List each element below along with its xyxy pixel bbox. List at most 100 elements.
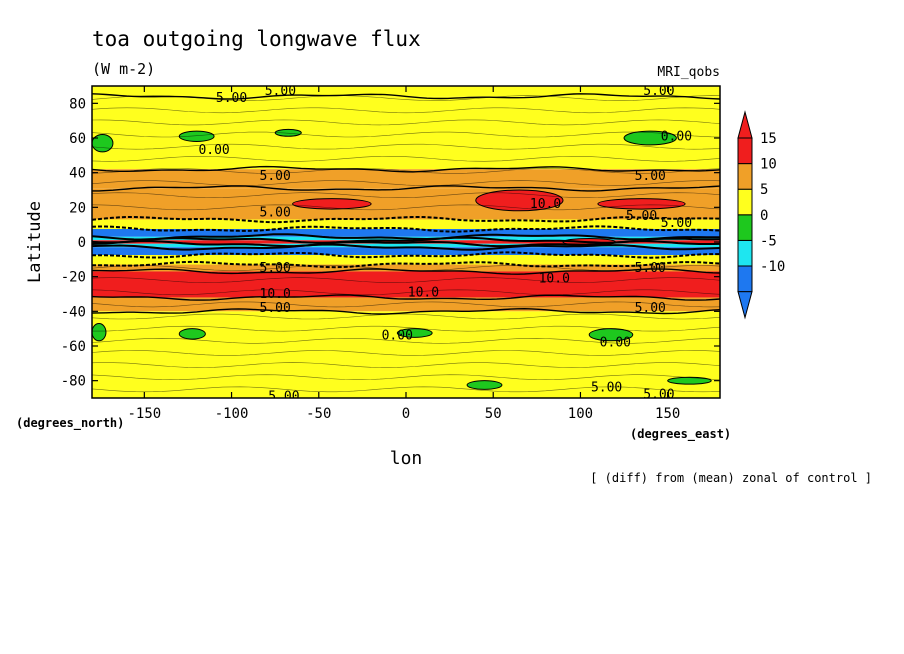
- y-unit-label: (degrees_north): [16, 416, 124, 431]
- x-tick-label: 100: [568, 406, 593, 422]
- contour-label: 5.00: [635, 301, 666, 316]
- anomaly-patch-layer: [92, 128, 712, 390]
- contour-line-minor: [92, 192, 720, 199]
- colorbar-extend-min: [737, 291, 753, 320]
- contour-band: [92, 247, 720, 255]
- contour-label-layer: 5.00 5.00 5.00 0.00 0.00 5.00 5.00 10.0 5.00 5.00…: [198, 84, 692, 404]
- colorbar: 15 10 5 0 -5 -10: [737, 110, 785, 320]
- contour-band: [92, 271, 720, 298]
- contour-band: [92, 255, 720, 265]
- colorbar-segment: [737, 265, 753, 293]
- chart-units: (W m-2): [92, 60, 155, 78]
- contour-band: [92, 169, 720, 189]
- contour-line-minor: [92, 180, 720, 186]
- contour-label: 5.00: [661, 216, 692, 231]
- contour-label: 5.00: [626, 209, 657, 224]
- x-tick-label: -100: [215, 406, 249, 422]
- anomaly-patch: [178, 328, 206, 340]
- contour-label: 5.00: [216, 91, 247, 106]
- colorbar-tick-label: -10: [760, 259, 785, 275]
- contour-band: [92, 264, 720, 272]
- contour-label: 0.00: [600, 336, 631, 351]
- contour-line-minor: [92, 265, 720, 271]
- contour-line-minor: [92, 168, 720, 174]
- contour-line: [92, 185, 720, 192]
- colorbar-tick-label: 0: [760, 208, 768, 224]
- y-tick-label: 20: [69, 200, 86, 216]
- contour-label: 5.00: [643, 84, 674, 99]
- contour-line-minor: [92, 119, 720, 126]
- colorbar-segment: [737, 214, 753, 241]
- contour-line: [92, 307, 720, 315]
- y-tick-label: -40: [61, 304, 86, 320]
- contour-label: 5.00: [591, 381, 622, 396]
- x-unit-label: (degrees_east): [630, 427, 731, 442]
- contour-band: [92, 243, 720, 248]
- contour-label: 10.0: [408, 285, 439, 300]
- model-label: MRI_qobs: [657, 65, 720, 80]
- anomaly-patch: [667, 376, 712, 385]
- contour-band: [92, 297, 720, 312]
- anomaly-patch: [597, 198, 686, 210]
- colorbar-segment: [737, 163, 753, 190]
- contour-label: 5.00: [260, 261, 291, 276]
- y-tick-label: -80: [61, 374, 86, 390]
- contour-line-minor: [92, 313, 720, 320]
- y-tick-label: -20: [61, 270, 86, 286]
- contour-label: 5.00: [260, 301, 291, 316]
- colorbar-extend-max: [737, 110, 753, 139]
- anomaly-patch: [623, 130, 677, 146]
- colorbar-segment: [737, 137, 753, 165]
- colorbar-tick-label: 5: [760, 182, 768, 198]
- contour-line-minor: [92, 143, 720, 150]
- y-axis: -80 -60 -40 -20 0 20 40 60 80: [61, 96, 720, 390]
- anomaly-patch: [178, 130, 215, 142]
- contour-label: 0.00: [661, 129, 692, 144]
- x-axis-label: lon: [390, 448, 423, 469]
- x-tick-label: 50: [485, 406, 502, 422]
- contour-line: [92, 239, 720, 248]
- contour-line-minor: [92, 374, 720, 381]
- contour-line: [92, 294, 720, 301]
- contour-line: [92, 216, 720, 224]
- contour-line: [92, 233, 720, 241]
- contour-line: [92, 243, 720, 251]
- contour-line-minor: [92, 204, 720, 211]
- anomaly-patch: [396, 328, 433, 338]
- contour-line-minor: [92, 131, 720, 138]
- contour-label: 5.00: [260, 206, 291, 221]
- y-axis-label: Latitude: [25, 201, 45, 283]
- contour-line-minor: [92, 277, 720, 283]
- contour-line-minor: [92, 301, 720, 308]
- x-tick-label: -150: [127, 406, 161, 422]
- contour-fill-layer: [92, 86, 720, 398]
- plot-area: 5.00 5.00 5.00 0.00 0.00 5.00 5.00 10.0 5.00 5.00…: [91, 84, 721, 404]
- y-tick-label: -60: [61, 339, 86, 355]
- anomaly-patch: [92, 134, 114, 153]
- contour-label: 5.00: [268, 389, 299, 404]
- x-tick-label: -50: [306, 406, 331, 422]
- contour-band: [92, 311, 720, 398]
- contour-line-minor: [92, 325, 720, 332]
- y-tick-label: 80: [69, 96, 86, 112]
- anomaly-patch: [292, 198, 372, 210]
- colorbar-tick-label: -5: [760, 233, 777, 249]
- contour-line-minor: [92, 289, 720, 296]
- contour-line-minor: [92, 107, 720, 114]
- anomaly-patch: [274, 128, 302, 137]
- colorbar-segment: [737, 239, 753, 267]
- y-tick-label: 0: [78, 235, 86, 251]
- x-tick-label: 0: [402, 406, 410, 422]
- footnote: [ (diff) from (mean) zonal of control ]: [590, 471, 872, 485]
- colorbar-segment: [737, 188, 753, 216]
- contour-line-minor: [92, 362, 720, 368]
- contour-line: [92, 165, 720, 173]
- contour-line-minor: [92, 155, 720, 162]
- x-tick-label: 150: [655, 406, 680, 422]
- y-tick-label: 40: [69, 166, 86, 182]
- contour-label: 10.0: [530, 197, 561, 212]
- anomaly-patch: [466, 380, 503, 390]
- contour-label: 5.00: [260, 169, 291, 184]
- contour-line-minor: [92, 95, 720, 101]
